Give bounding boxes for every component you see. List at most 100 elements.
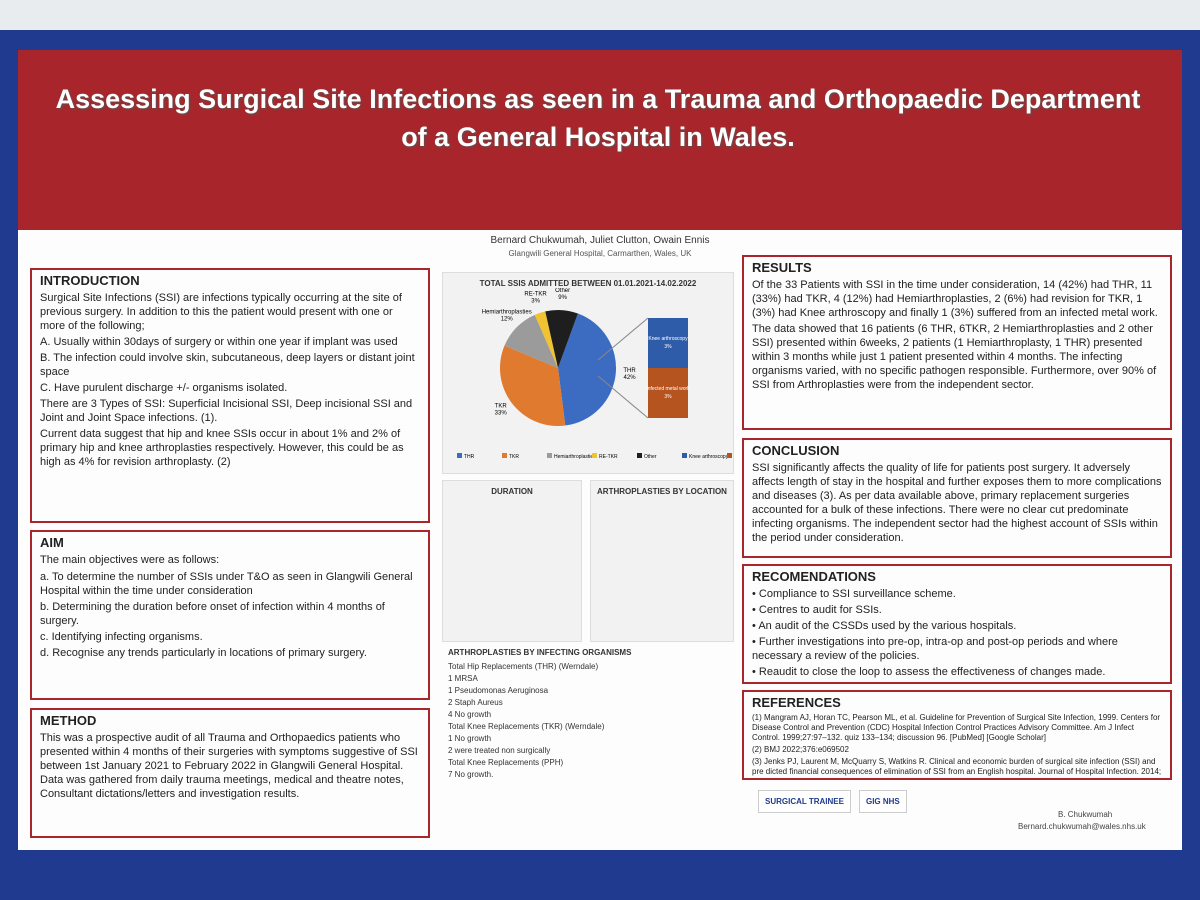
legend-label: THR <box>464 454 475 460</box>
conclusion: CONCLUSION SSI significantly affects the… <box>742 438 1172 558</box>
item: Of the 33 Patients with SSI in the time … <box>752 279 1158 319</box>
legend-label: Knee arthroscopy <box>689 454 729 460</box>
slice-value: 42% <box>624 375 637 381</box>
slice-value: 3% <box>531 299 540 305</box>
breakout-bar <box>648 318 688 368</box>
paragraphs: Surgical Site Infections (SSI) are infec… <box>40 291 420 469</box>
slice-label: THR <box>623 368 636 374</box>
pie-slice <box>534 311 558 368</box>
organisms-title: ARTHROPLASTIES BY INFECTING ORGANISMS <box>448 648 632 657</box>
authors: Bernard Chukwumah, Juliet Clutton, Owain… <box>490 235 710 246</box>
pie-slice <box>545 310 578 368</box>
legend-swatch <box>502 453 507 458</box>
legend-label: TKR <box>509 454 519 460</box>
legend-label: Hemiarthroplasties <box>554 454 596 460</box>
legend-swatch <box>592 453 597 458</box>
organisms: ARTHROPLASTIES BY INFECTING ORGANISMS To… <box>448 648 728 782</box>
heading: INTRODUCTION <box>40 273 140 288</box>
breakout-value: 3% <box>664 344 672 350</box>
poster-title: Assessing Surgical Site Infections as se… <box>55 84 1141 152</box>
poster-header: Assessing Surgical Site Infections as se… <box>18 50 1182 230</box>
item: Centres to audit for SSIs. <box>752 603 1162 617</box>
slice-value: 12% <box>501 316 514 322</box>
organism-lines: Total Hip Replacements (THR) (Werndale) 1… <box>448 662 728 780</box>
duration-panel: DURATION <box>442 480 582 642</box>
connector <box>597 317 649 361</box>
chart-title: ARTHROPLASTIES BY LOCATION <box>597 487 727 496</box>
item: (1) Mangram AJ, Horan TC, Pearson ML, et… <box>752 713 1161 742</box>
legend-swatch <box>457 453 462 458</box>
item: Total Knee Replacements (TKR) (Werndale) <box>448 722 605 731</box>
footer-author: B. Chukwumah <box>1058 810 1113 819</box>
item: 1 No growth <box>448 734 492 743</box>
poster: Assessing Surgical Site Infections as se… <box>18 50 1182 850</box>
item: There are 3 Types of SSI: Superficial In… <box>40 398 413 424</box>
aim: AIM The main objectives were as follows:… <box>30 530 430 700</box>
pie-slice <box>500 345 566 426</box>
item: b. Determining the duration before onset… <box>40 601 385 627</box>
logos: SURGICAL TRAINEE GIG NHS <box>758 790 1058 813</box>
heading: METHOD <box>40 713 97 728</box>
item: Total Hip Replacements (THR) (Werndale) <box>448 662 599 671</box>
item: (2) BMJ 2022;376:e069502 <box>752 745 849 754</box>
item: d. Recognise any trends particularly in … <box>40 647 367 659</box>
item: Compliance to SSI surveillance scheme. <box>752 587 1162 601</box>
item: c. Identifying infecting organisms. <box>40 631 203 643</box>
item: The data showed that 16 patients (6 THR,… <box>752 323 1157 391</box>
item: Reaudit to close the loop to assess the … <box>752 665 1162 679</box>
location-panel: ARTHROPLASTIES BY LOCATION <box>590 480 734 642</box>
legend-label: RE-TKR <box>599 454 618 460</box>
item: B. The infection could involve skin, sub… <box>40 352 415 378</box>
item: Surgical Site Infections (SSI) are infec… <box>40 292 402 332</box>
slice-label: RE-TKR <box>524 292 547 298</box>
heading: AIM <box>40 535 64 550</box>
item: 4 No growth <box>448 710 492 719</box>
heading: RECOMENDATIONS <box>752 569 876 584</box>
slice-value: 33% <box>495 411 508 417</box>
item: 7 No growth. <box>448 770 494 779</box>
breakout-label: Infected metal work <box>646 386 690 392</box>
legend-swatch <box>727 453 732 458</box>
affiliation: Glangwili General Hospital, Carmarthen, … <box>508 249 692 258</box>
item: GIG NHS <box>858 790 907 813</box>
breakout-value: 3% <box>664 394 672 400</box>
item: 1 Pseudomonas Aeruginosa <box>448 686 549 695</box>
chart-title: TOTAL SSIS ADMITTED BETWEEN 01.01.2021-1… <box>479 279 697 288</box>
item: 2 Staph Aureus <box>448 698 503 707</box>
slice-label: Hemiarthroplasties <box>482 309 532 315</box>
pie-panel: TOTAL SSIS ADMITTED BETWEEN 01.01.2021-1… <box>442 272 778 474</box>
paragraphs: Of the 33 Patients with SSI in the time … <box>752 278 1162 392</box>
legend-swatch <box>547 453 552 458</box>
conclusion-text: SSI significantly affects the quality of… <box>752 462 1162 544</box>
introduction: INTRODUCTION Surgical Site Infections (S… <box>30 268 430 523</box>
legend-swatch <box>637 453 642 458</box>
item: C. Have purulent discharge +/- organisms… <box>40 382 288 394</box>
item: Further investigations into pre-op, intr… <box>752 635 1162 663</box>
breakout-label: Knee arthroscopy <box>648 336 688 342</box>
heading: CONCLUSION <box>752 443 840 458</box>
legend-label: Other <box>644 454 657 460</box>
item: SURGICAL TRAINEE <box>758 790 851 813</box>
results: RESULTS Of the 33 Patients with SSI in t… <box>742 255 1172 430</box>
item: An audit of the CSSDs used by the variou… <box>752 619 1162 633</box>
legend-swatch <box>682 453 687 458</box>
connector <box>597 375 649 419</box>
item: 2 were treated non surgically <box>448 746 551 755</box>
breakout-bar <box>648 368 688 418</box>
aim-intro: The main objectives were as follows: <box>40 554 220 566</box>
method: METHOD This was a prospective audit of a… <box>30 708 430 838</box>
chart-title: DURATION <box>491 487 533 496</box>
pie-chart: THR42%TKR33%Hemiarthroplasties12%RE-TKR3… <box>457 288 778 460</box>
references: REFERENCES (1) Mangram AJ, Horan TC, Pea… <box>742 690 1172 780</box>
heading: REFERENCES <box>752 695 841 710</box>
item: 1 MRSA <box>448 674 478 683</box>
slice-label: TKR <box>495 404 508 410</box>
item: Current data suggest that hip and knee S… <box>40 428 404 468</box>
slice-value: 9% <box>558 295 567 301</box>
pie-slice <box>558 313 616 426</box>
item: A. Usually within 30days of surgery or w… <box>40 336 398 348</box>
reference-items: (1) Mangram AJ, Horan TC, Pearson ML, et… <box>752 713 1162 778</box>
aim-items: a. To determine the number of SSIs under… <box>40 570 420 660</box>
footer-email: Bernard.chukwumah@wales.nhs.uk <box>1018 822 1146 831</box>
